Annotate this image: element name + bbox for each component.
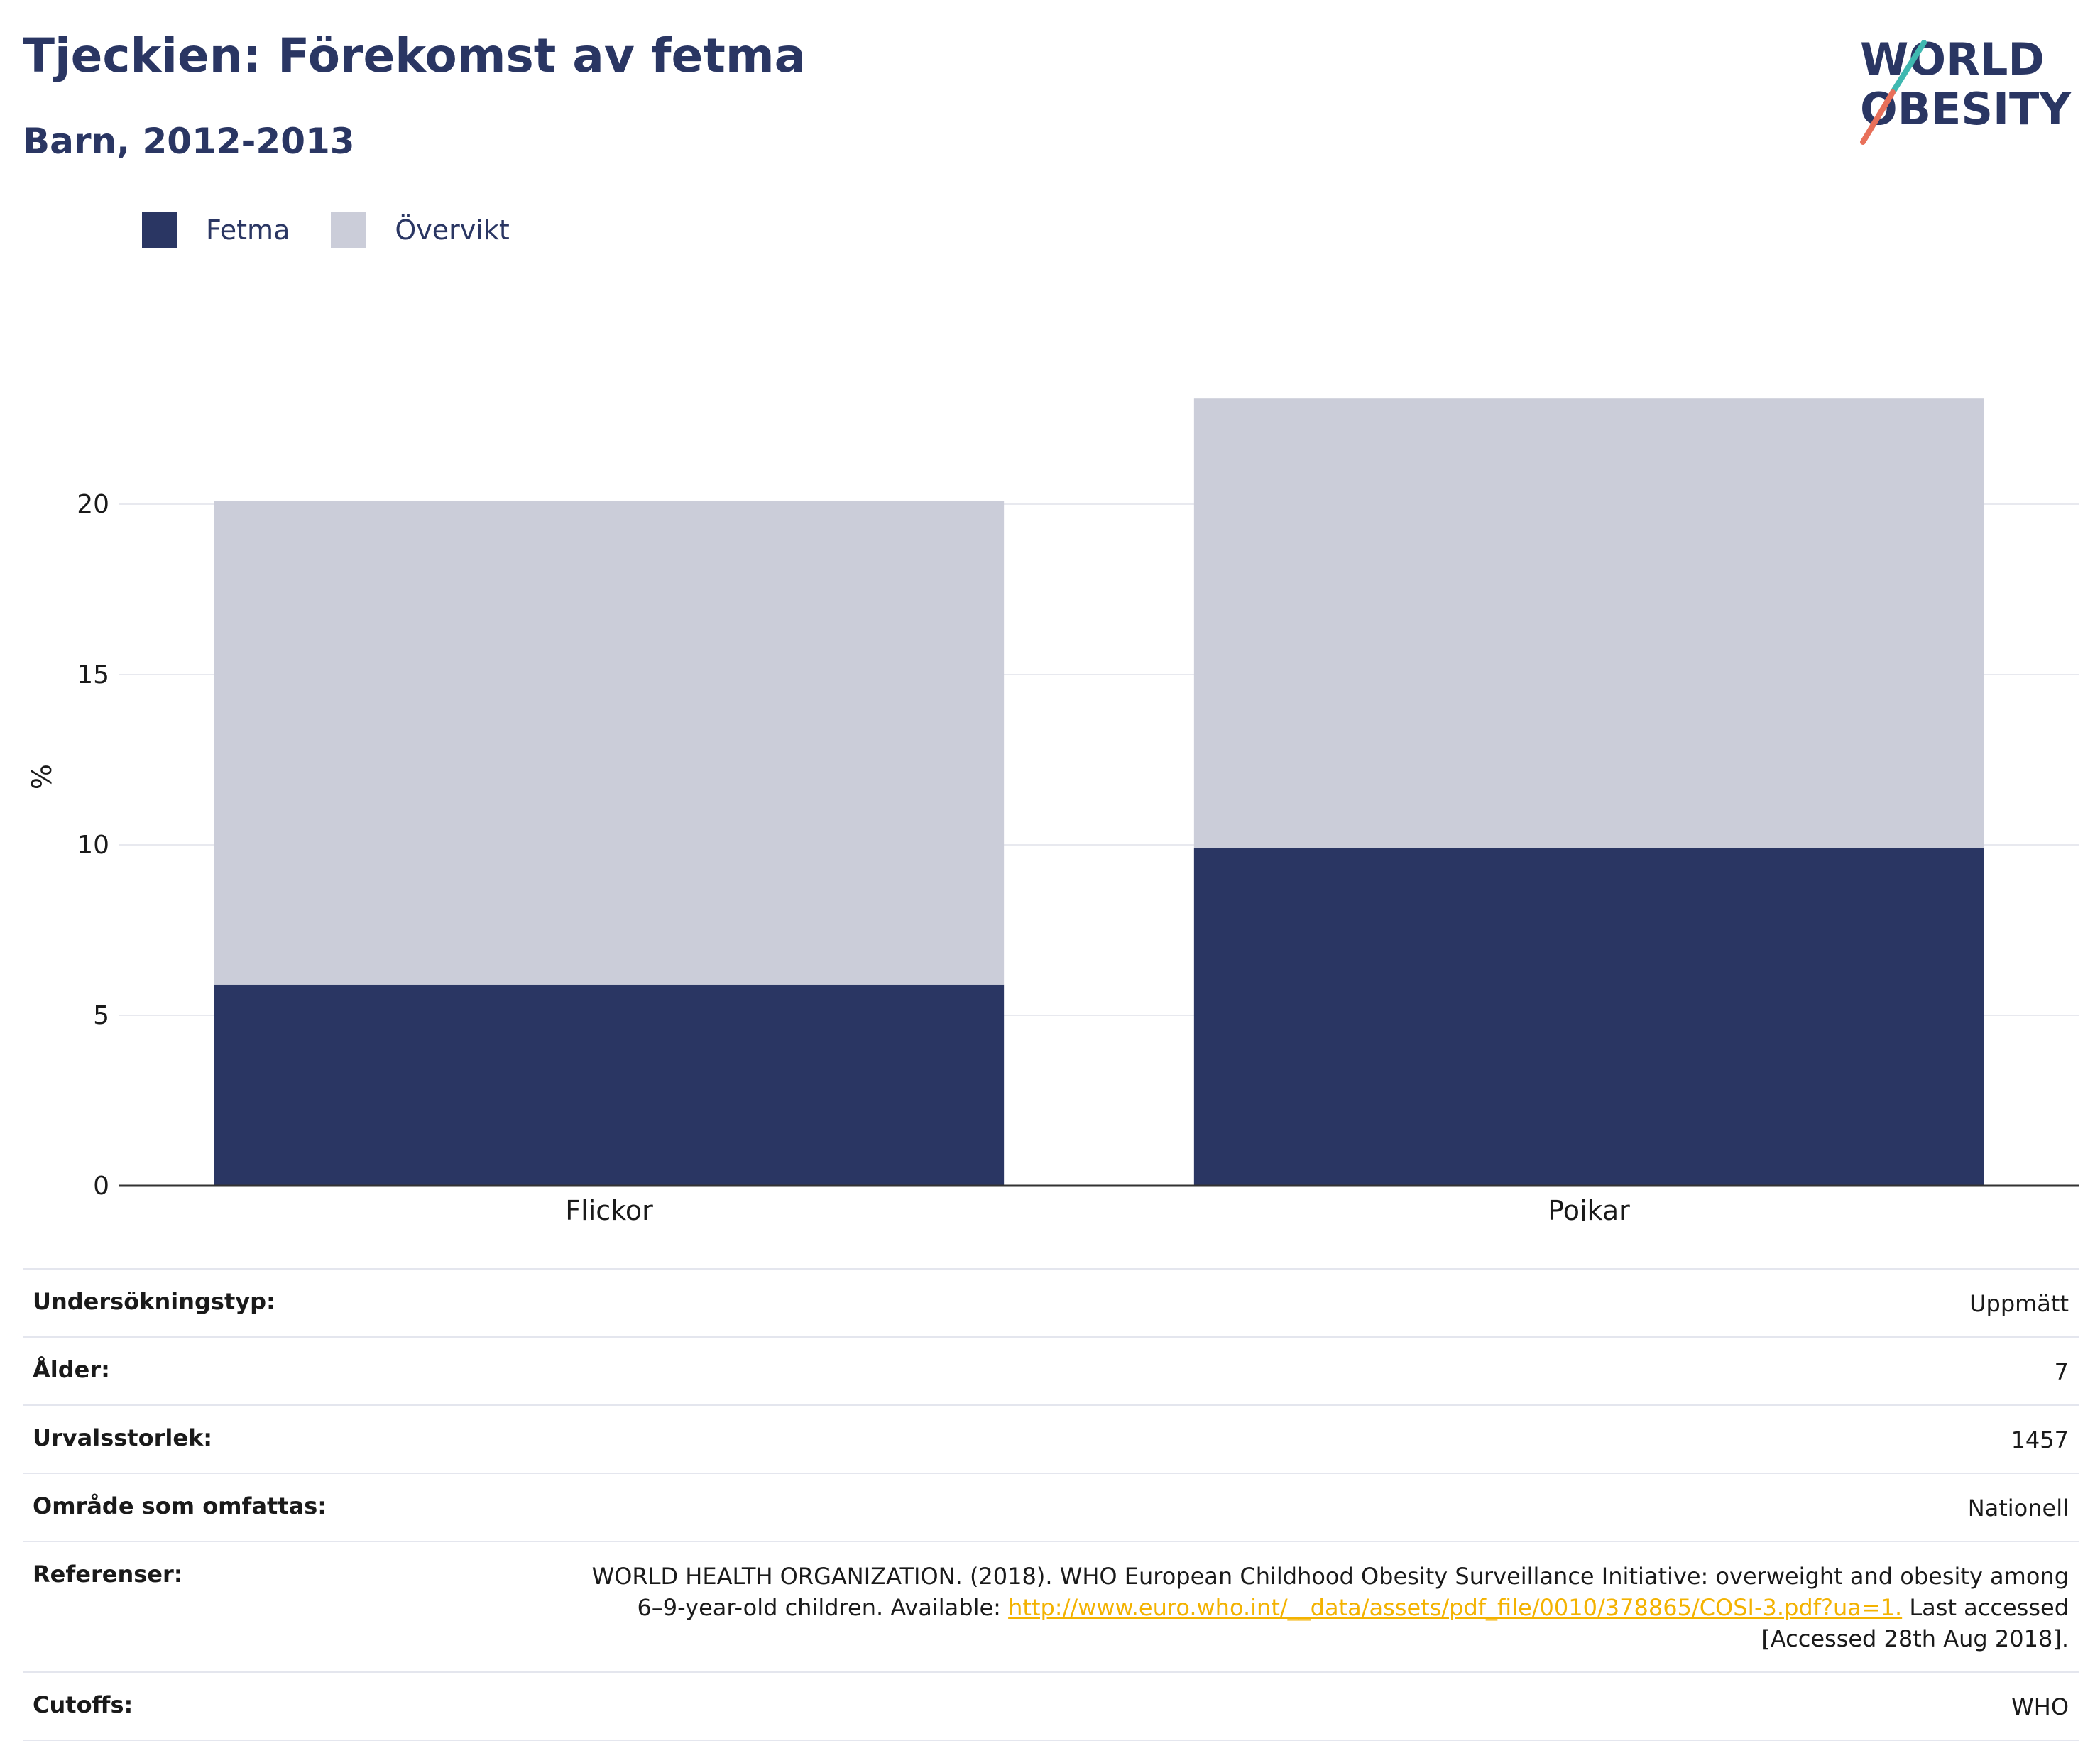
metadata-table: Undersökningstyp: Uppmätt Ålder: 7 Urval… [23,1268,2079,1741]
meta-value: 7 [2054,1358,2069,1385]
bar-fetma-flickor [214,984,1005,1186]
legend-item-fetma[interactable]: Fetma [142,212,290,248]
references-text-before: WORLD HEALTH ORGANIZATION. (2018). WHO E… [591,1563,2069,1621]
meta-label: Ålder: [33,1356,110,1383]
references-link[interactable]: http://www.euro.who.int/__data/assets/pd… [1008,1594,1903,1621]
meta-label: Referenser: [33,1561,183,1588]
meta-value: WHO [2011,1693,2069,1720]
bar-fetma-pojkar [1193,848,1984,1186]
x-tick-label: Flickor [565,1195,653,1221]
bar-chart: 0 5 10 15 20% Flickor Pojkar [26,398,2079,1221]
meta-value: Uppmätt [1969,1290,2069,1317]
meta-row-cutoffs: Cutoffs: WHO [23,1673,2079,1741]
meta-value: Nationell [1967,1495,2069,1522]
y-tick-label: 5 [93,1001,109,1030]
world-obesity-logo: WORLD OBESITY [1860,33,2072,145]
x-tick-label: Pojkar [1548,1195,1630,1221]
legend: Fetma Övervikt [142,210,551,250]
meta-label: Cutoffs: [33,1691,133,1718]
meta-row-references: Referenser: WORLD HEALTH ORGANIZATION. (… [23,1542,2079,1673]
y-tick-label: 10 [77,831,109,860]
legend-swatch-fetma [142,212,177,248]
y-axis-label: % [26,764,58,790]
y-tick-label: 20 [77,490,109,519]
legend-label-overvikt: Övervikt [395,214,510,246]
meta-row-survey-type: Undersökningstyp: Uppmätt [23,1270,2079,1338]
chart-subtitle: Barn, 2012-2013 [23,121,355,162]
bar--vervikt-flickor [214,501,1005,985]
legend-label-fetma: Fetma [206,214,290,246]
svg-text:WORLD: WORLD [1860,33,2045,85]
y-tick-label: 0 [93,1172,109,1201]
references-text-after: Last accessed [Accessed 28th Aug 2018]. [1761,1594,2069,1652]
meta-label: Undersökningstyp: [33,1288,275,1315]
legend-swatch-overvikt [331,212,367,248]
references-text: WORLD HEALTH ORGANIZATION. (2018). WHO E… [578,1561,2069,1654]
meta-value: 1457 [2011,1426,2069,1453]
meta-row-area-covered: Område som omfattas: Nationell [23,1474,2079,1542]
meta-row-sample-size: Urvalsstorlek: 1457 [23,1406,2079,1474]
meta-label: Urvalsstorlek: [33,1424,213,1451]
meta-row-age: Ålder: 7 [23,1338,2079,1406]
chart-title: Tjeckien: Förekomst av fetma [23,28,806,83]
meta-label: Område som omfattas: [33,1492,327,1519]
y-tick-label: 15 [77,660,109,689]
bar--vervikt-pojkar [1193,398,1984,848]
legend-item-overvikt[interactable]: Övervikt [331,212,510,248]
